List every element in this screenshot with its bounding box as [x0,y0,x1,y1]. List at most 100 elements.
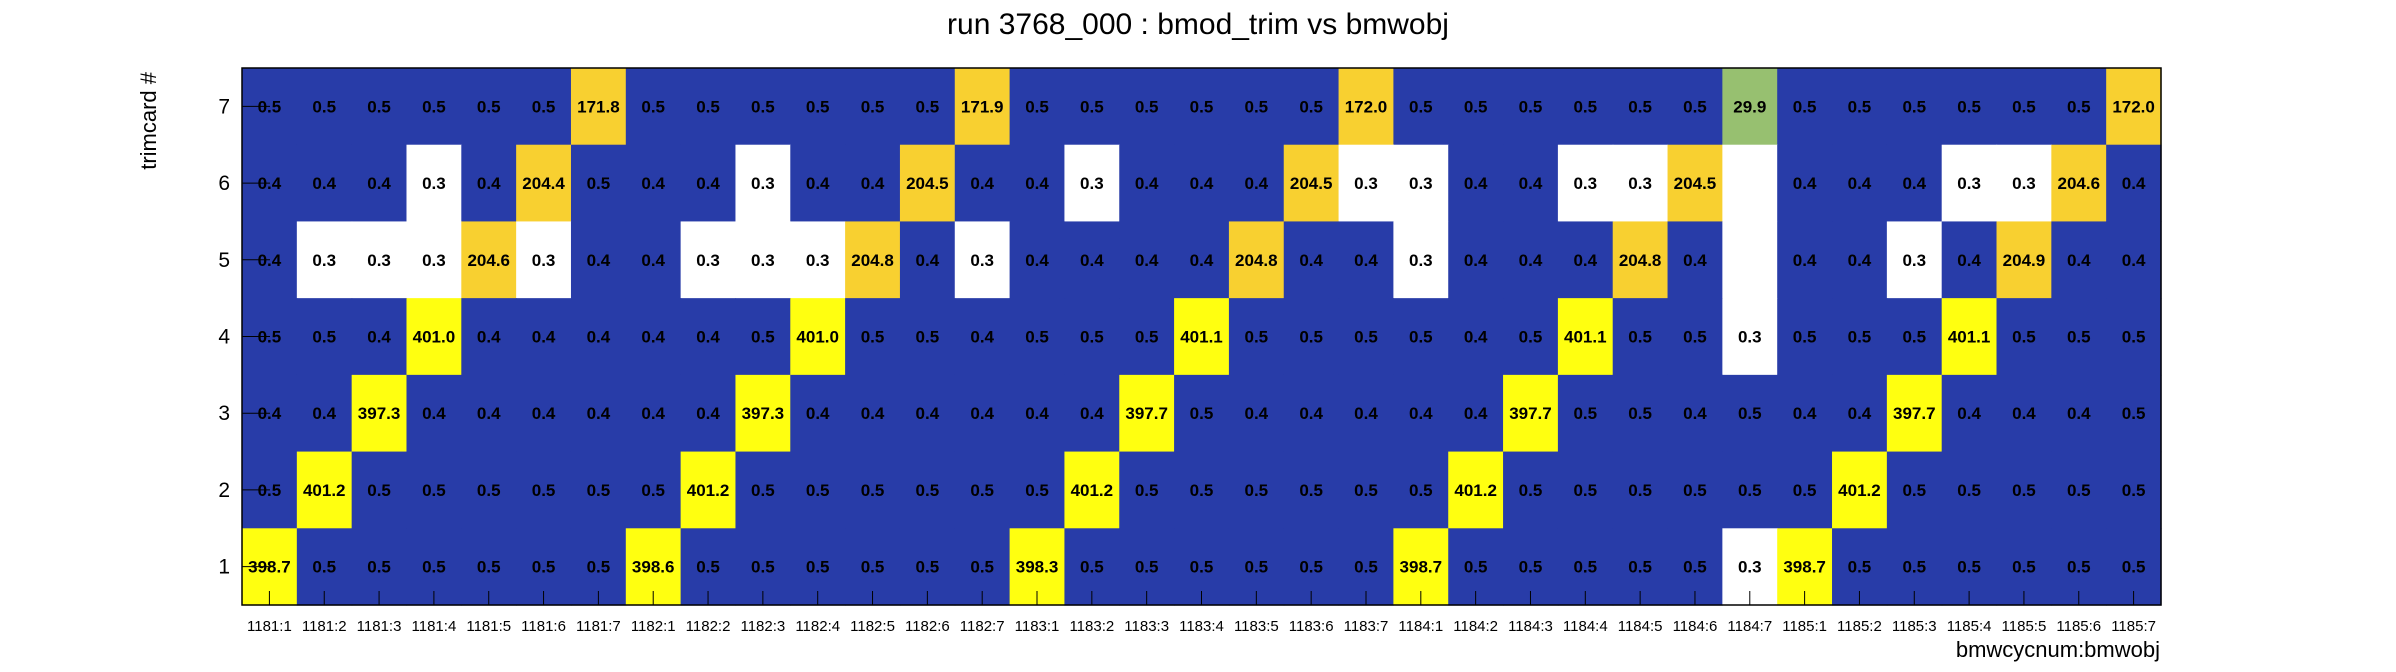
x-tick-label: 1183:3 [1124,618,1169,635]
cell-value-label: 0.3 [1738,558,1762,577]
heatmap-cell [1777,298,1833,376]
cell-value-label: 204.8 [851,251,894,270]
cell-value-label: 204.8 [1619,251,1662,270]
cell-value-label: 401.2 [1838,481,1881,500]
cell-value-label: 0.5 [806,558,830,577]
heatmap-cell [1557,144,1614,223]
cell-value-label: 0.3 [751,251,775,270]
x-tick-label: 1185:1 [1782,618,1827,635]
heatmap-cell [680,451,737,529]
y-tick-label: 3 [218,402,230,425]
cell-value-label: 0.5 [641,481,665,500]
heatmap-cell [1722,298,1778,376]
cell-value-label: 0.5 [1957,481,1981,500]
heatmap-cell [461,221,517,299]
heatmap-cell [790,68,846,146]
cell-value-label: 0.5 [1245,558,1269,577]
heatmap-cell [1338,144,1394,223]
cell-value-label: 0.5 [1573,481,1597,500]
cell-value-label: 397.7 [1125,404,1168,423]
cell-value-label: 0.4 [2122,251,2146,270]
cell-value-label: 0.4 [1025,404,1049,423]
cell-value-label: 0.5 [2067,97,2091,116]
cell-value-label: 0.3 [1628,174,1652,193]
cell-value-label: 204.5 [906,174,949,193]
heatmap-cell [1777,221,1833,299]
cell-value-label: 0.3 [1409,251,1433,270]
cell-value-label: 0.5 [641,97,665,116]
heatmap-cell [899,144,956,223]
x-tick-label: 1184:3 [1508,618,1553,635]
heatmap-cell [845,144,901,223]
heatmap-cell [680,374,737,453]
cell-value-label: 0.3 [367,251,391,270]
cell-value-label: 0.4 [1683,251,1707,270]
y-tick-label: 5 [218,249,230,272]
cell-value-label: 0.5 [532,481,556,500]
cell-value-label: 0.4 [861,174,885,193]
heatmap-cell [1119,221,1175,299]
cell-value-label: 0.5 [1519,558,1543,577]
heatmap-cell [1886,221,1943,299]
cell-value-label: 0.4 [587,328,611,347]
heatmap-cell [845,298,901,376]
cell-value-label: 0.5 [1299,328,1323,347]
x-tick-label: 1181:5 [466,618,511,635]
heatmap-cell [1283,298,1340,376]
heatmap-cell [735,451,791,529]
cell-value-label: 0.5 [751,481,775,500]
heatmap-cell [1174,68,1230,146]
cell-value-label: 0.4 [1793,174,1817,193]
cell-value-label: 0.3 [970,251,994,270]
cell-value-label: 0.5 [312,97,336,116]
cell-value-label: 0.5 [1738,481,1762,500]
heatmap-cell [1612,298,1669,376]
heatmap-cell [954,68,1011,146]
heatmap-cell [1886,68,1943,146]
heatmap-cell-labels: 0.5 0.5 0.5 0.5 0.5 0.5 171.8 0.5 0.5 0.5 0.5 0.5 0.… [248,97,2155,576]
heatmap-cell [1503,451,1559,529]
heatmap-cell [461,451,517,529]
cell-value-label: 0.5 [2122,404,2146,423]
cell-value-label: 171.9 [961,97,1004,116]
cell-value-label: 0.4 [970,174,994,193]
heatmap-cell [1119,374,1175,453]
cell-value-label: 0.5 [422,481,446,500]
cell-value-label: 0.5 [916,481,940,500]
heatmap-cell [1119,68,1175,146]
heatmap-cell [1832,144,1888,223]
heatmap-cell [1009,298,1066,376]
cell-value-label: 0.3 [2012,174,2036,193]
x-tick-label: 1182:3 [740,618,785,635]
cell-value-label: 0.4 [641,328,665,347]
heatmap-cell [1996,451,2052,529]
cell-value-label: 397.3 [742,404,785,423]
cell-value-label: 0.4 [2012,404,2036,423]
cell-value-label: 204.5 [1674,174,1717,193]
cell-value-label: 0.4 [1573,251,1597,270]
cell-value-label: 0.5 [970,481,994,500]
x-tick-label: 1184:4 [1563,618,1608,635]
heatmap-cell [1996,374,2052,453]
cell-value-label: 0.4 [806,174,830,193]
cell-value-label: 204.8 [1235,251,1278,270]
x-tick-label: 1181:4 [412,618,457,635]
x-tick-label: 1183:1 [1015,618,1060,635]
heatmap-cell [1667,68,1723,146]
cell-value-label: 0.5 [2012,481,2036,500]
cell-value-label: 0.5 [587,481,611,500]
heatmap-cell [1283,451,1340,529]
cell-value-label: 401.1 [1564,328,1607,347]
cell-value-label: 0.5 [1793,328,1817,347]
heatmap-cell [1941,451,1998,529]
x-tick-label: 1184:1 [1398,618,1443,635]
x-tick-label: 1185:2 [1837,618,1882,635]
cell-value-label: 0.5 [1519,328,1543,347]
heatmap-cell [1228,374,1285,453]
heatmap-cell [516,144,572,223]
heatmap-cell [1612,221,1669,299]
cell-value-label: 0.4 [1354,404,1378,423]
cell-value-label: 0.5 [806,481,830,500]
cell-value-label: 0.4 [1080,251,1104,270]
heatmap-cell [735,374,791,453]
